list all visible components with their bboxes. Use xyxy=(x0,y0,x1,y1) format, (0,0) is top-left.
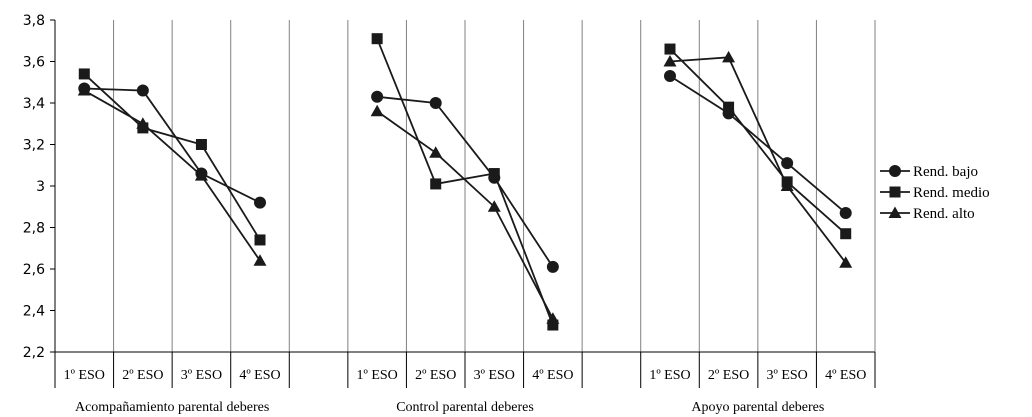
category-label: 2º ESO xyxy=(122,368,163,383)
category-label: 3º ESO xyxy=(766,368,807,383)
y-tick-label: 3,4 xyxy=(23,96,45,112)
data-point xyxy=(547,319,559,331)
data-point xyxy=(722,50,736,63)
data-point xyxy=(254,196,266,209)
data-point xyxy=(370,104,384,117)
y-tick-label: 3,2 xyxy=(23,138,45,154)
data-point xyxy=(487,200,501,212)
category-label: 2º ESO xyxy=(708,368,749,383)
legend-marker xyxy=(888,206,902,218)
data-point xyxy=(663,55,677,67)
data-point xyxy=(546,260,559,273)
data-point xyxy=(546,312,560,324)
y-tick-label: 2,4 xyxy=(23,304,45,320)
category-label: 1º ESO xyxy=(356,368,397,383)
data-point xyxy=(77,84,91,96)
y-tick-label: 3,8 xyxy=(23,13,45,29)
data-point xyxy=(136,84,149,97)
data-point xyxy=(781,157,794,170)
y-tick-label: 2,8 xyxy=(23,221,45,237)
category-label: 3º ESO xyxy=(474,368,515,383)
legend: Rend. bajo Rend. medio Rend. alto xyxy=(880,164,990,222)
data-point xyxy=(664,43,676,55)
group-labels: Acompañamiento parental deberes Control p… xyxy=(75,400,824,415)
series-line xyxy=(84,87,261,204)
data-point xyxy=(78,68,90,80)
series-line xyxy=(376,110,554,320)
category-label: 1º ESO xyxy=(649,368,690,383)
y-tick-label: 3 xyxy=(36,179,45,195)
category-label: 3º ESO xyxy=(181,368,222,383)
category-label: 2º ESO xyxy=(415,368,456,383)
data-point xyxy=(254,234,266,246)
series-line xyxy=(83,89,261,262)
axes xyxy=(54,20,876,388)
data-point xyxy=(371,33,383,45)
data-point xyxy=(840,228,852,240)
y-tick-label: 2,2 xyxy=(23,345,45,361)
data-point xyxy=(430,178,442,190)
data-point xyxy=(839,206,852,219)
category-label: 4º ESO xyxy=(825,368,866,383)
series-line xyxy=(669,56,847,264)
data-point xyxy=(195,139,207,150)
data-point xyxy=(253,254,267,266)
vertical-gridlines xyxy=(113,20,876,352)
category-label: 1º ESO xyxy=(64,368,105,383)
group-label: Control parental deberes xyxy=(396,400,534,415)
data-point xyxy=(780,179,794,191)
data-point xyxy=(136,117,150,129)
series-line xyxy=(669,48,847,235)
legend-label: Rend. bajo xyxy=(913,164,978,180)
category-label: 4º ESO xyxy=(532,368,573,383)
data-point xyxy=(664,70,676,83)
group-label: Acompañamiento parental deberes xyxy=(75,400,269,415)
legend-label: Rend. alto xyxy=(913,206,975,222)
data-point xyxy=(723,101,735,113)
series-lines xyxy=(77,33,853,331)
group-label: Apoyo parental deberes xyxy=(691,400,824,415)
data-point xyxy=(429,146,443,158)
data-point xyxy=(839,256,853,268)
y-tick-label: 3,6 xyxy=(23,55,45,71)
legend-marker xyxy=(889,186,901,198)
series-line xyxy=(377,95,554,268)
y-axis-ticks: 3,8 3,6 3,4 3,2 3 2,8 2,6 2,4 2,2 xyxy=(23,13,55,361)
y-tick-label: 2,6 xyxy=(23,262,45,278)
legend-label: Rend. medio xyxy=(913,185,990,201)
data-point xyxy=(371,90,384,103)
legend-marker xyxy=(889,165,901,177)
category-label: 4º ESO xyxy=(239,368,280,383)
series-line xyxy=(83,73,261,241)
data-point xyxy=(488,168,500,180)
data-point xyxy=(194,169,208,181)
category-labels: 1º ESO 2º ESO 3º ESO 4º ESO 1º ESO 2º ESO 3º E… xyxy=(64,368,867,383)
series-line xyxy=(669,75,847,214)
data-point xyxy=(429,97,442,109)
